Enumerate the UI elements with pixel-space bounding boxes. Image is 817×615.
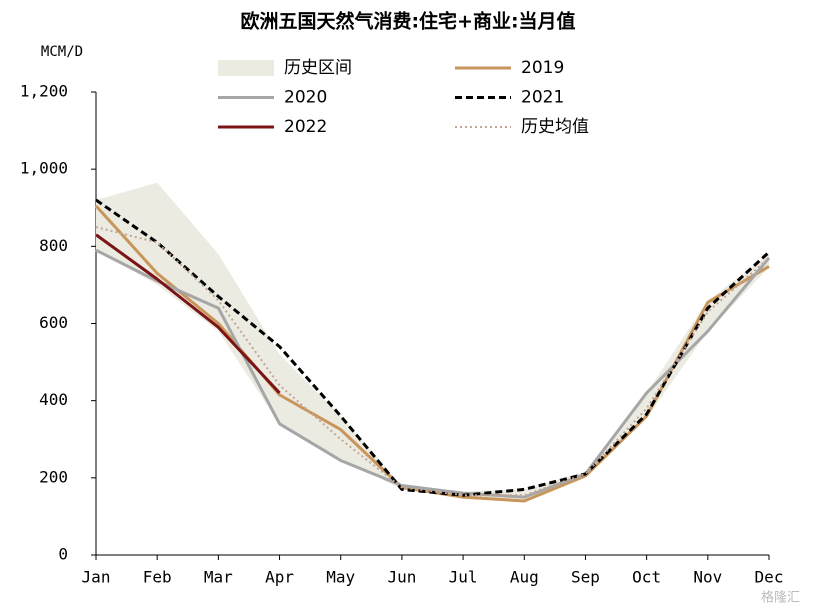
x-tick-label: Oct (632, 568, 661, 587)
series-line (95, 198, 771, 497)
watermark: 格隆汇 (761, 590, 800, 606)
range-area (96, 182, 769, 501)
x-tick-label: Jan (82, 568, 111, 587)
y-axis-label: MCM/D (41, 44, 83, 60)
legend-label: 历史区间 (284, 58, 352, 78)
y-tick-label: 1,200 (20, 82, 68, 101)
x-tick-label: Aug (510, 568, 539, 587)
y-tick-label: 400 (39, 390, 68, 409)
y-tick-label: 800 (39, 236, 68, 255)
x-tick-label: Mar (204, 568, 233, 587)
legend-label: 2021 (521, 88, 564, 108)
y-tick-label: 200 (39, 467, 68, 486)
legend-label: 2020 (284, 88, 327, 108)
x-tick-label: Apr (265, 568, 294, 587)
series-line (95, 233, 281, 394)
y-tick-label: 1,000 (20, 159, 68, 178)
series-line (95, 248, 771, 499)
y-tick-label: 600 (39, 313, 68, 332)
legend-label: 2019 (521, 58, 564, 78)
x-tick-label: Feb (143, 568, 172, 587)
x-tick-label: Jul (449, 568, 478, 587)
chart-title: 欧洲五国天然气消费:住宅+商业:当月值 (240, 10, 575, 33)
y-tick-label: 0 (58, 545, 68, 564)
x-tick-label: Dec (755, 568, 784, 587)
legend-label: 2022 (284, 117, 327, 137)
x-tick-label: May (326, 568, 355, 587)
legend-swatch (218, 60, 274, 76)
x-tick-label: Jun (387, 568, 416, 587)
legend-label: 历史均值 (521, 117, 589, 137)
x-tick-label: Nov (693, 568, 722, 587)
x-tick-label: Sep (571, 568, 600, 587)
